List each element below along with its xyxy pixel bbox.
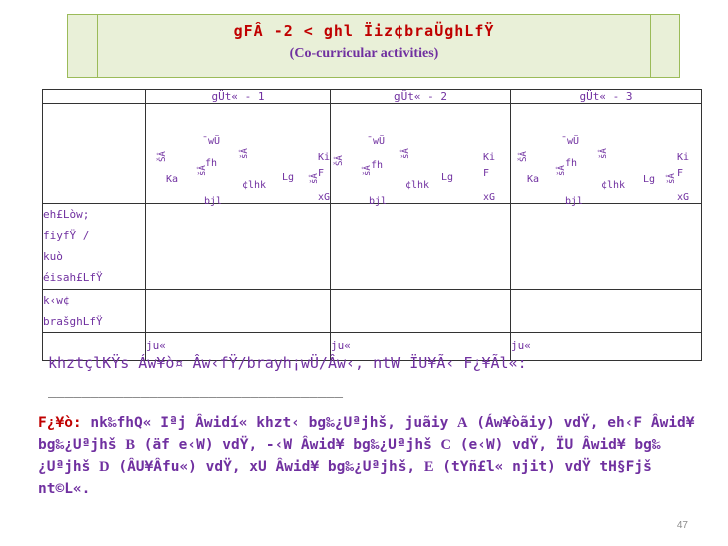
table-cell	[331, 290, 511, 333]
col-label: F	[483, 168, 489, 179]
col-label: ¢lhk	[601, 180, 625, 191]
table-cell	[146, 290, 331, 333]
footer-note: F¿¥ò: nk‰fhQ« Iªj Âwidí« khzt‹ bg‰¿Uªjhš…	[38, 412, 710, 500]
grade-b: B	[125, 437, 135, 453]
col-label: Ka	[166, 174, 178, 185]
col-label: ŠÂ	[519, 151, 529, 162]
page-title: gFÂ -2 < ghl Ïiz¢braÜghLfŸ	[0, 22, 728, 40]
col-label: Ki	[483, 152, 495, 163]
row-label-text: k‹w¢ brašghLfŸ	[43, 294, 103, 328]
grade-a: A	[457, 415, 467, 431]
header-corner	[43, 90, 146, 104]
footer-lead: F¿¥ò:	[38, 415, 82, 431]
col-label: fh	[205, 158, 217, 169]
term-columns: ŠÂ ¯wÜ šÂ fh bjl šÂ ¢lhk Lg Ki F xG	[331, 104, 511, 204]
col-label: F	[318, 168, 324, 179]
grade-d: D	[99, 459, 109, 475]
col-label: xG	[677, 192, 689, 203]
footer-text: (ÂU¥Âfu«) vdΫ, xU Âwid¥ bg‰¿Uªjhš,	[118, 459, 415, 475]
col-label: šÂ	[599, 148, 609, 159]
col-label: fh	[565, 158, 577, 169]
term-header: gÜt« - 1	[146, 90, 331, 104]
table-cell	[146, 204, 331, 290]
page-number: 47	[677, 520, 688, 531]
col-label: Ki	[318, 152, 330, 163]
page-subtitle: (Co-curricular activities)	[0, 46, 728, 62]
header-corner	[43, 104, 146, 204]
col-label: šÂ	[401, 148, 411, 159]
col-label: xG	[318, 192, 330, 203]
grade-cell: ju«	[511, 333, 702, 361]
term-header: gÜt« - 3	[511, 90, 702, 104]
col-label: Lg	[441, 172, 453, 183]
row-label-activities: k‹w¢ brašghLfŸ	[43, 290, 146, 333]
remarks-line: ___________________________________	[48, 382, 343, 398]
row-label-arts: eh£Lòw; fiyfŸ / kuò éisah£LfŸ	[43, 204, 146, 290]
table-cell	[511, 290, 702, 333]
col-label: ¯wÜ	[202, 136, 220, 147]
col-label: ¯wÜ	[367, 136, 385, 147]
col-label: ¢lhk	[242, 180, 266, 191]
term-header: gÜt« - 2	[331, 90, 511, 104]
col-label: ¢lhk	[405, 180, 429, 191]
col-label: Lg	[643, 174, 655, 185]
col-label: Ki	[677, 152, 689, 163]
col-label: Ka	[527, 174, 539, 185]
remarks-label: khztçlKŸs Áw¥ò¤ Âw‹fŸ/brayh¡wÜ/Âw‹, ntW …	[48, 354, 527, 372]
col-label: F	[677, 168, 683, 179]
col-label: Lg	[282, 172, 294, 183]
table-cell	[511, 204, 702, 290]
col-label: šÂ	[667, 173, 677, 184]
col-label: šÂ	[240, 148, 250, 159]
table-cell	[331, 204, 511, 290]
term-columns: ŠÂ Ka ¯wÜ šÂ fh bjl šÂ ¢lhk Lg šÂ Ki F x…	[146, 104, 331, 204]
row-label-text: eh£Lòw; fiyfŸ / kuò éisah£LfŸ	[43, 208, 103, 284]
footer-text: nk‰fhQ« Iªj Âwidí« khzt‹ bg‰¿Uªjhš, juãi…	[90, 415, 448, 431]
grade-e: E	[424, 459, 434, 475]
footer-text: (äf e‹W) vdΫ, ‑‹W Âwid¥ bg‰¿Uªjhš	[144, 437, 432, 453]
col-label: ¯wÜ	[561, 136, 579, 147]
col-label: ŠÂ	[158, 151, 168, 162]
col-label: fh	[371, 160, 383, 171]
col-label: ŠÂ	[335, 155, 345, 166]
activity-table: gÜt« - 1 gÜt« - 2 gÜt« - 3 ŠÂ Ka ¯wÜ šÂ …	[42, 89, 702, 361]
term-columns: ŠÂ Ka ¯wÜ šÂ fh bjl šÂ ¢lhk Lg šÂ Ki F x…	[511, 104, 702, 204]
grade-c: C	[441, 437, 451, 453]
col-label: xG	[483, 192, 495, 203]
